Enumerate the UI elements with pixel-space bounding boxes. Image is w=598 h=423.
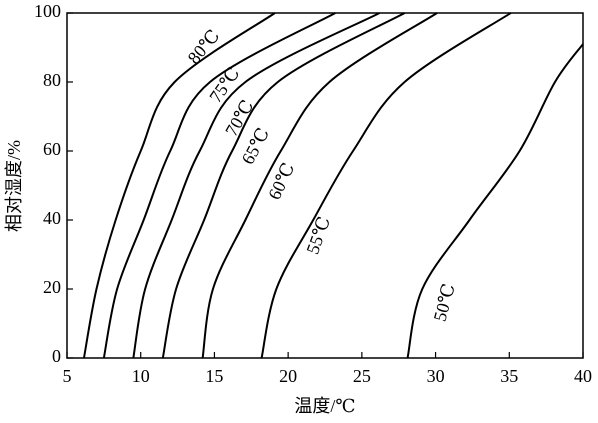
x-tick-label: 15 bbox=[205, 366, 223, 386]
y-tick-label: 100 bbox=[34, 1, 61, 21]
y-tick-label: 60 bbox=[43, 139, 61, 159]
x-axis-label: 温度/℃ bbox=[294, 396, 355, 416]
curve-label: 80℃ bbox=[184, 26, 224, 68]
curve bbox=[161, 12, 406, 359]
curve-label: 60℃ bbox=[264, 160, 298, 203]
plot-frame bbox=[66, 12, 584, 359]
curve bbox=[260, 12, 512, 359]
x-tick-label: 30 bbox=[427, 366, 445, 386]
curve bbox=[132, 12, 381, 359]
x-tick-label: 5 bbox=[63, 366, 72, 386]
curve bbox=[201, 12, 438, 359]
curve bbox=[82, 12, 276, 359]
y-tick-label: 40 bbox=[43, 208, 61, 228]
x-tick-label: 10 bbox=[132, 366, 150, 386]
curve bbox=[406, 43, 584, 359]
y-tick-label: 0 bbox=[52, 346, 61, 366]
y-tick-label: 80 bbox=[43, 70, 61, 90]
x-tick-label: 25 bbox=[353, 366, 371, 386]
x-tick-label: 40 bbox=[574, 366, 592, 386]
curve-label: 55℃ bbox=[302, 214, 334, 257]
y-axis-label: 相对湿度/% bbox=[4, 140, 24, 232]
x-tick-label: 20 bbox=[279, 366, 297, 386]
curve bbox=[102, 12, 336, 359]
y-tick-label: 20 bbox=[43, 277, 61, 297]
x-tick-label: 35 bbox=[500, 366, 518, 386]
curve-label: 50℃ bbox=[430, 282, 459, 324]
